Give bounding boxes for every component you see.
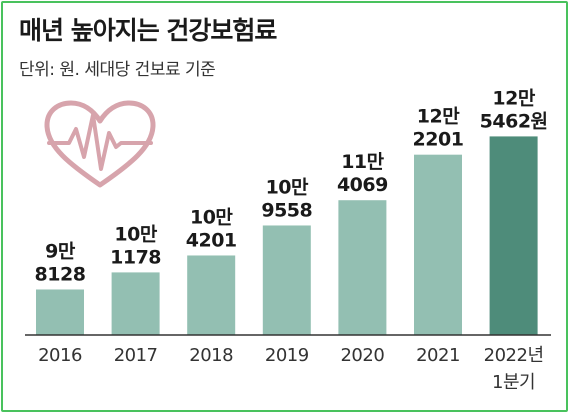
data-label-0-line-2: 8128: [35, 263, 86, 285]
data-label-0-line-1: 9만: [45, 240, 76, 262]
data-label-3-line-1: 10만: [266, 176, 309, 198]
bar-0: [36, 289, 84, 335]
data-label-6-line-2: 5462원: [480, 110, 548, 132]
heart-pulse-icon: [44, 100, 156, 188]
data-label-5-line-1: 12만: [417, 106, 460, 128]
bar-4: [338, 200, 387, 335]
bar-chart: 9만8128201610만1178201710만4201201810만95582…: [25, 87, 551, 393]
bar-1: [111, 272, 160, 335]
bar-3: [262, 225, 311, 335]
data-label-2-line-2: 4201: [186, 229, 237, 251]
chart-subtitle: 단위: 원. 세대당 건보료 기준: [19, 60, 216, 80]
data-label-1-line-2: 1178: [110, 246, 161, 268]
bar-6: [489, 136, 538, 335]
data-label-3-line-2: 9558: [261, 199, 312, 221]
x-tick-label-4-line-1: 2020: [340, 345, 384, 366]
x-tick-label-1-line-1: 2017: [114, 345, 158, 366]
data-label-4-line-2: 4069: [337, 174, 388, 196]
x-tick-label-5-line-1: 2021: [416, 345, 460, 366]
bar-5: [414, 154, 462, 335]
data-label-1-line-1: 10만: [114, 223, 157, 245]
chart-title: 매년 높아지는 건강보험료: [19, 16, 277, 45]
data-label-5-line-2: 2201: [413, 129, 464, 151]
x-tick-label-2-line-1: 2018: [189, 345, 233, 366]
data-label-2-line-1: 10만: [190, 206, 233, 228]
x-tick-label-3-line-1: 2019: [265, 345, 309, 366]
bar-2: [187, 255, 236, 335]
x-tick-label-6-line-2: 1분기: [492, 372, 535, 393]
x-tick-label-6-line-1: 2022년: [484, 345, 544, 366]
data-label-4-line-1: 11만: [341, 151, 384, 173]
data-label-6-line-1: 12만: [492, 87, 535, 109]
x-tick-label-0-line-1: 2016: [38, 345, 82, 366]
